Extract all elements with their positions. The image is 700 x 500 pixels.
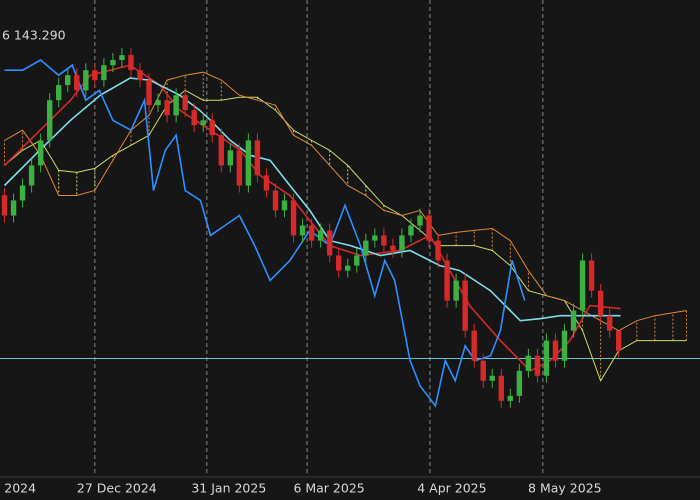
candle-body	[290, 200, 297, 236]
x-axis: 2024 27 Dec 2024 31 Jan 2025 6 Mar 2025 4 Ap…	[0, 476, 700, 496]
cloud-line	[4, 71, 687, 332]
x-tick-label: 4 Apr 2025	[417, 481, 486, 496]
candle-body	[83, 70, 89, 91]
x-tick-label: 6 Mar 2025	[293, 481, 364, 496]
candle-body	[444, 260, 450, 301]
candle-body	[516, 370, 523, 396]
candle-body	[46, 100, 53, 141]
candle-body	[281, 200, 288, 211]
candles	[1, 48, 622, 408]
candle-body	[137, 70, 143, 81]
candle-body	[570, 310, 577, 331]
candle-body	[417, 215, 423, 226]
candle-body	[552, 340, 559, 361]
candle-body	[498, 375, 504, 401]
candle-body	[453, 280, 459, 301]
candle-body	[101, 65, 107, 81]
candle-body	[363, 240, 369, 256]
candle-body	[543, 340, 550, 376]
candle-body	[272, 190, 279, 211]
candle-body	[146, 80, 152, 106]
candle-body	[263, 175, 270, 191]
candle-body	[390, 245, 396, 251]
candle-body	[354, 255, 360, 266]
candle-body	[28, 165, 35, 186]
candle-body	[164, 100, 170, 116]
candle-body	[56, 85, 62, 101]
candle-body	[128, 55, 134, 71]
candle-body	[182, 95, 188, 111]
indicator-line	[3, 77, 621, 322]
candle-body	[561, 330, 568, 361]
candle-body	[462, 280, 468, 331]
candle-body	[1, 195, 8, 216]
candle-body	[218, 135, 224, 166]
candle-body	[200, 120, 206, 126]
candle-body	[119, 55, 125, 61]
candle-body	[381, 235, 387, 246]
legend-text: 6 143.290	[2, 28, 66, 43]
candle-body	[110, 60, 116, 66]
candle-body	[399, 235, 405, 251]
candle-body	[155, 100, 161, 106]
candle-body	[534, 355, 541, 376]
candle-body	[209, 120, 215, 136]
candle-body	[227, 150, 234, 166]
candle-body	[326, 230, 333, 256]
cloud-line	[4, 89, 687, 382]
candle-body	[65, 75, 71, 86]
candle-body	[10, 200, 17, 216]
candle-body	[489, 375, 495, 381]
candle-body	[92, 70, 98, 81]
candle-body	[597, 290, 604, 316]
candle-body	[19, 185, 26, 201]
candle-body	[236, 150, 243, 186]
candle-body	[606, 315, 613, 331]
candle-body	[616, 330, 622, 351]
candle-body	[308, 225, 315, 241]
candle-body	[254, 140, 261, 176]
candle-body	[480, 360, 486, 381]
candle-body	[426, 215, 432, 241]
candle-body	[345, 265, 351, 271]
candle-body	[191, 110, 197, 126]
candle-body	[336, 255, 342, 271]
candle-body	[408, 225, 414, 236]
candle-body	[525, 355, 532, 371]
candle-body	[588, 260, 595, 291]
candle-body	[507, 395, 514, 401]
indicator-line	[4, 59, 526, 408]
candle-body	[372, 235, 378, 241]
candle-body	[435, 240, 441, 261]
candle-body	[299, 225, 306, 236]
cloud	[4, 71, 687, 382]
candle-body	[471, 330, 477, 361]
candle-body	[37, 140, 44, 166]
candle-body	[74, 75, 80, 91]
x-tick-label: 8 May 2025	[528, 481, 602, 496]
x-tick-label: 2024	[4, 481, 36, 496]
candle-body	[317, 230, 324, 241]
candle-body	[173, 95, 179, 116]
x-tick-label: 27 Dec 2024	[77, 481, 157, 496]
candle-body	[579, 260, 586, 311]
x-tick-label: 31 Jan 2025	[191, 481, 266, 496]
candle-body	[245, 140, 252, 186]
